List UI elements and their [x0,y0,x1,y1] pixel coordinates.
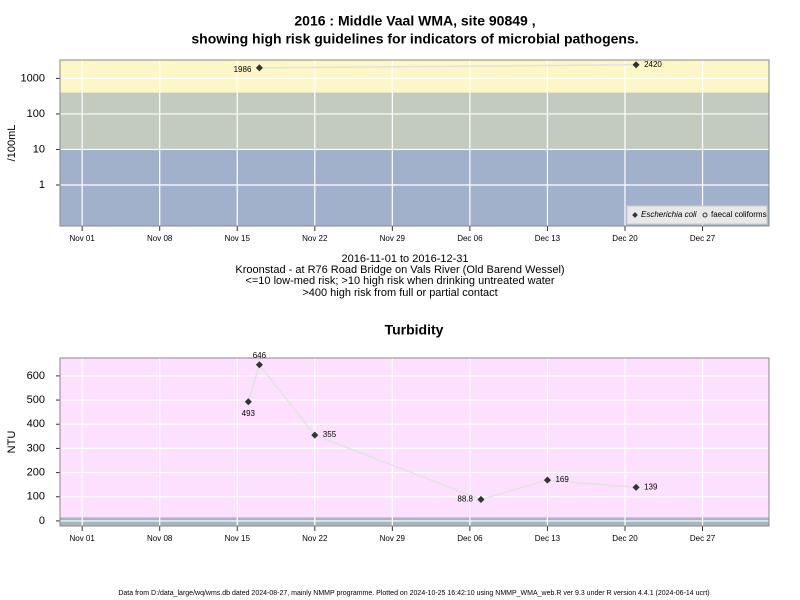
chart-title: 2016 : Middle Vaal WMA, site 90849 , [294,13,535,29]
x-tick-label: Nov 22 [302,234,328,243]
y-tick-label: 1000 [21,72,45,84]
data-label: 2420 [644,60,662,69]
x-tick-label: Nov 08 [147,234,173,243]
x-tick-label: Nov 08 [147,534,173,543]
plot-frame [59,357,770,527]
x-tick-label: Nov 01 [69,234,95,243]
legend-marker [702,212,708,218]
plot-frame [59,59,770,227]
x-tick-label: Nov 29 [380,234,406,243]
data-point [255,64,263,72]
x-tick-label: Nov 15 [225,234,251,243]
x-tick-label: Nov 29 [380,534,406,543]
x-tick-label: Dec 27 [690,534,716,543]
data-point [244,398,252,406]
data-point [543,476,551,484]
series-line [247,363,637,501]
data-label: 493 [242,409,256,418]
legend-label: Escherichia coli [641,210,697,219]
y-tick-label: 100 [27,491,45,503]
footer: Data from D:/data_large/wq/wms.db dated … [118,590,709,597]
risk-band [60,92,769,150]
data-label: 139 [644,482,658,491]
data-point [632,483,640,491]
x-tick-label: Nov 15 [225,534,251,543]
data-label: 646 [253,351,267,360]
y-tick-label: 1 [39,179,45,191]
note: <=10 low-med risk; >10 high risk when dr… [245,275,554,287]
y-tick-label: 500 [27,394,45,406]
y-tick-label: 600 [27,370,45,382]
note: Kroonstad - at R76 Road Bridge on Vals R… [235,264,564,276]
data-point [477,495,485,503]
x-tick-label: Nov 01 [69,534,95,543]
x-tick-label: Dec 13 [535,534,561,543]
x-tick-label: Dec 20 [612,534,638,543]
x-tick-label: Dec 06 [457,534,483,543]
risk-band [60,358,769,518]
data-label: 169 [555,475,569,484]
legend-marker [632,212,638,218]
note: 2016-11-01 to 2016-12-31 [341,253,468,265]
data-label: 88.8 [457,495,473,504]
data-label: 1986 [234,65,252,74]
chart-subtitle: showing high risk guidelines for indicat… [191,31,638,47]
data-point [255,361,263,369]
chart-title: Turbidity [385,322,444,338]
y-tick-label: 100 [27,108,45,120]
legend-label: faecal coliforms [711,210,767,219]
x-tick-label: Nov 22 [302,534,328,543]
x-tick-label: Dec 13 [535,234,561,243]
x-tick-label: Dec 06 [457,234,483,243]
legend [626,205,768,225]
y-tick-label: 400 [27,418,45,430]
y-tick-label: 10 [33,143,45,155]
x-tick-label: Dec 27 [690,234,716,243]
y-axis-label: /100mL [6,125,18,162]
data-label: 355 [323,430,337,439]
y-tick-label: 0 [39,515,45,527]
note: >400 high risk from full or partial cont… [302,287,497,299]
y-tick-label: 300 [27,442,45,454]
data-point [311,431,319,439]
y-tick-label: 200 [27,466,45,478]
x-tick-label: Dec 20 [612,234,638,243]
data-point [632,61,640,69]
risk-band [60,60,769,93]
y-axis-label: NTU [6,431,18,454]
series-line [259,64,637,69]
risk-band [60,517,769,526]
